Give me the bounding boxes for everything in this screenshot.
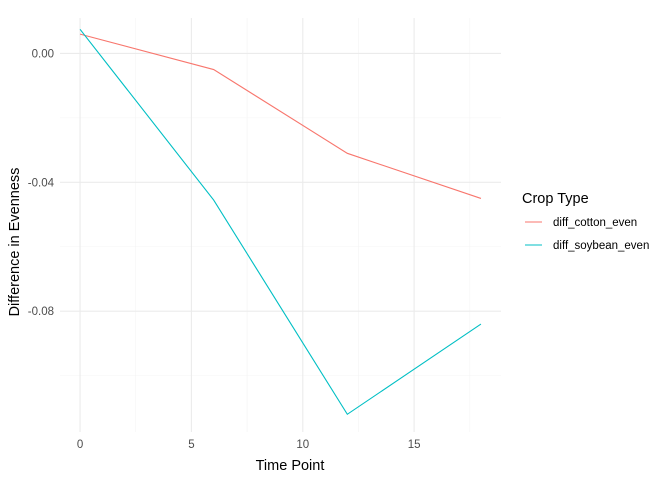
legend-title: Crop Type (522, 191, 589, 207)
x-tick-label: 15 (408, 439, 421, 451)
x-tick-label: 5 (188, 439, 194, 451)
x-tick-label: 0 (77, 439, 83, 451)
series-line-diff-soybean-even (79, 28, 482, 416)
legend-items: diff_cotton_even diff_soybean_even (525, 217, 649, 252)
y-tick-label: -0.08 (28, 306, 54, 318)
legend-label: diff_soybean_even (553, 240, 649, 252)
grid (60, 18, 501, 432)
tick-labels: 0 5 10 15 0.00 -0.04 -0.08 (28, 48, 421, 451)
series-lines (79, 28, 482, 416)
x-tick-label: 10 (296, 439, 309, 451)
legend: Crop Type diff_cotton_even diff_soybean_e… (522, 191, 649, 252)
series-line-diff-cotton-even (79, 33, 482, 199)
x-axis-title: Time Point (256, 458, 325, 474)
y-tick-label: -0.04 (28, 177, 55, 189)
y-axis-title: Difference in Evenness (7, 168, 23, 317)
y-tick-label: 0.00 (32, 48, 54, 60)
legend-label: diff_cotton_even (553, 217, 637, 229)
